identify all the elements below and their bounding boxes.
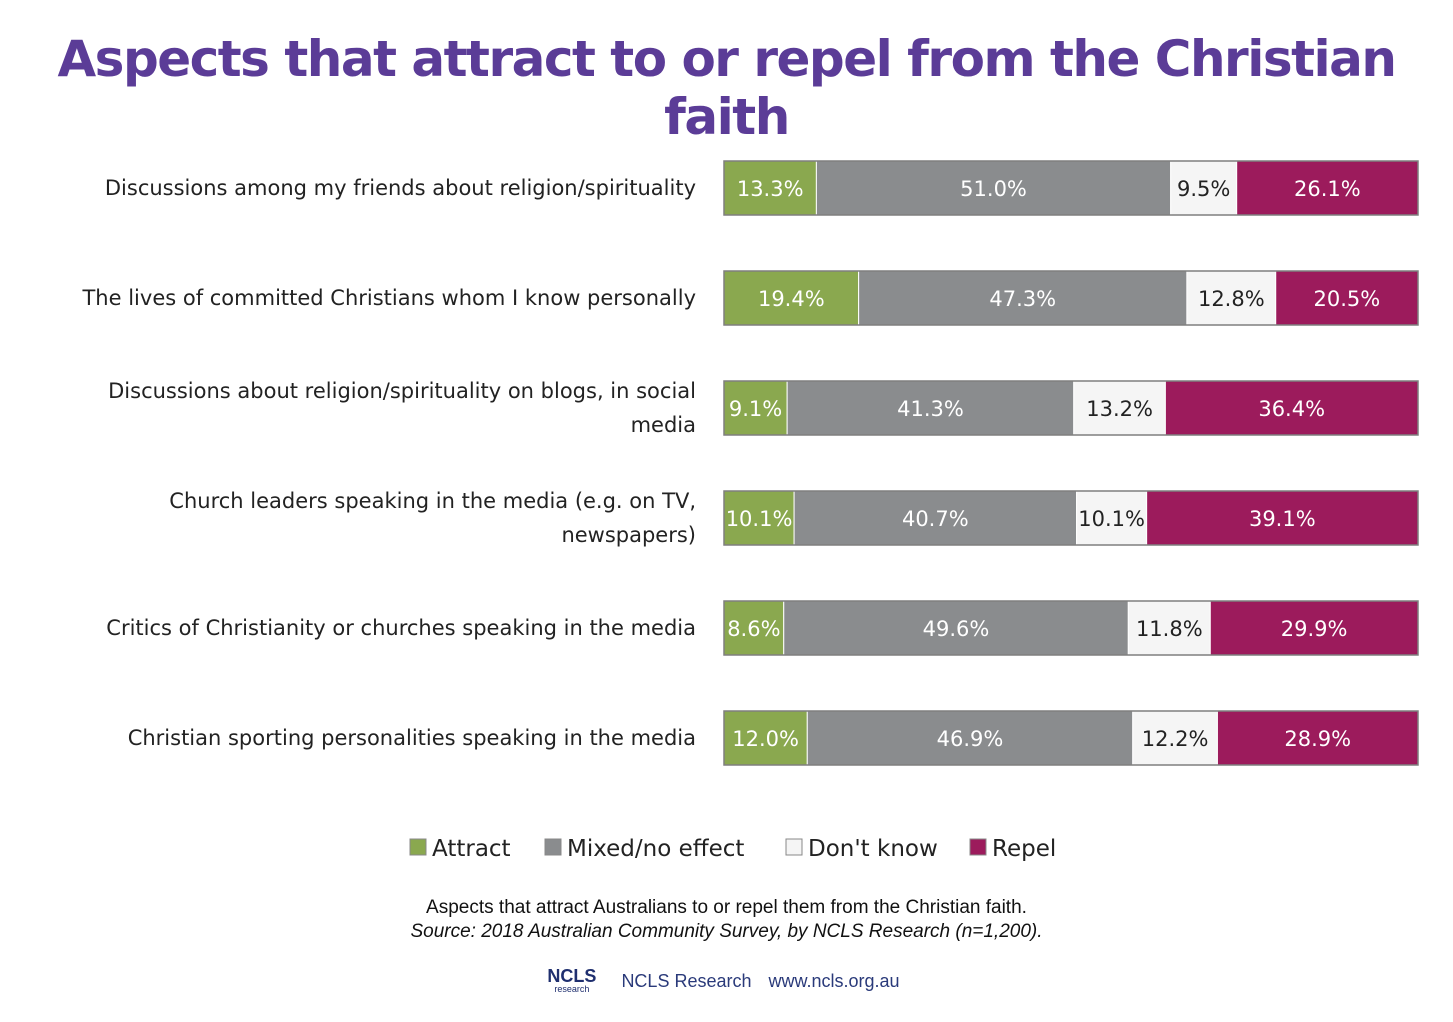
data-label: 8.6% <box>727 617 780 641</box>
bar-outline <box>723 600 1419 656</box>
legend-label: Repel <box>992 836 1056 862</box>
data-label: 51.0% <box>960 177 1027 201</box>
category-label-line: The lives of committed Christians whom I… <box>81 286 696 310</box>
bar-segment <box>1216 710 1419 766</box>
data-label: 26.1% <box>1294 177 1361 201</box>
footer-url[interactable]: www.ncls.org.au <box>768 970 900 991</box>
category-label-line: media <box>631 413 696 437</box>
data-label: 12.0% <box>732 727 799 751</box>
ncls-logo: NCLS research <box>547 966 597 994</box>
legend-swatch <box>785 838 803 856</box>
bar-segment <box>858 270 1188 326</box>
bar-outline <box>723 710 1419 766</box>
category-label-line: Discussions about religion/spirituality … <box>108 379 696 403</box>
data-label: 11.8% <box>1136 617 1203 641</box>
data-label: 13.2% <box>1086 397 1153 421</box>
data-label: 12.8% <box>1198 287 1265 311</box>
legend-swatch <box>409 838 427 856</box>
chart-title: Aspects that attract to or repel from th… <box>57 30 1397 146</box>
bar-outline <box>723 490 1419 546</box>
bar-segment <box>723 490 795 546</box>
legend-label: Attract <box>432 836 511 862</box>
bar-segment <box>1275 270 1419 326</box>
category-label: The lives of committed Christians whom I… <box>81 286 696 310</box>
data-label: 9.5% <box>1177 177 1230 201</box>
data-label: 41.3% <box>897 397 964 421</box>
bar-segment <box>1146 490 1419 546</box>
data-label: 20.5% <box>1314 287 1381 311</box>
data-label: 29.9% <box>1281 617 1348 641</box>
data-label: 10.1% <box>726 507 793 531</box>
category-label: Church leaders speaking in the media (e.… <box>169 489 696 547</box>
data-label: 49.6% <box>923 617 990 641</box>
data-label: 9.1% <box>729 397 782 421</box>
category-label-line: Church leaders speaking in the media (e.… <box>169 489 696 513</box>
data-label: 12.2% <box>1142 727 1209 751</box>
category-label: Discussions about religion/spirituality … <box>108 379 696 437</box>
bar-outline <box>723 160 1419 216</box>
data-label: 36.4% <box>1258 397 1325 421</box>
bar-segment <box>786 380 1075 436</box>
chart-caption: Aspects that attract Australians to or r… <box>0 896 1453 944</box>
logo-subtext: research <box>554 984 590 994</box>
category-label-line: Discussions among my friends about relig… <box>105 176 696 200</box>
data-label: 13.3% <box>737 177 804 201</box>
logo-text: NCLS <box>547 966 597 986</box>
bar-segment <box>1127 600 1211 656</box>
category-label: Discussions among my friends about relig… <box>105 176 696 200</box>
category-label-line: Christian sporting personalities speakin… <box>128 726 696 750</box>
footer-org: NCLS Research <box>621 970 752 991</box>
bar-segment <box>1186 270 1277 326</box>
data-label: 40.7% <box>902 507 969 531</box>
bar-segment <box>783 600 1129 656</box>
legend-swatch <box>969 838 987 856</box>
data-label: 46.9% <box>937 727 1004 751</box>
bar-outline <box>723 270 1419 326</box>
data-label: 39.1% <box>1249 507 1316 531</box>
legend-label: Don't know <box>808 836 938 862</box>
category-label: Christian sporting personalities speakin… <box>128 726 696 750</box>
caption-source: Source: 2018 Australian Community Survey… <box>410 921 1043 942</box>
data-label: 28.9% <box>1284 727 1351 751</box>
legend-label: Mixed/no effect <box>567 836 744 862</box>
category-label: Critics of Christianity or churches spea… <box>106 616 696 640</box>
caption-line: Aspects that attract Australians to or r… <box>426 897 1027 918</box>
data-label: 10.1% <box>1078 507 1145 531</box>
bar-outline <box>723 380 1419 436</box>
footer: NCLS research NCLS Research www.ncls.org… <box>0 966 1453 994</box>
bar-segment <box>806 710 1134 766</box>
data-label: 19.4% <box>758 287 825 311</box>
stacked-bar-chart: Discussions among my friends about relig… <box>81 160 1419 862</box>
data-label: 47.3% <box>989 287 1056 311</box>
category-label-line: Critics of Christianity or churches spea… <box>106 616 696 640</box>
category-label-line: newspapers) <box>561 523 696 547</box>
bar-segment <box>1209 600 1419 656</box>
legend-swatch <box>544 838 562 856</box>
bar-segment <box>1132 710 1218 766</box>
